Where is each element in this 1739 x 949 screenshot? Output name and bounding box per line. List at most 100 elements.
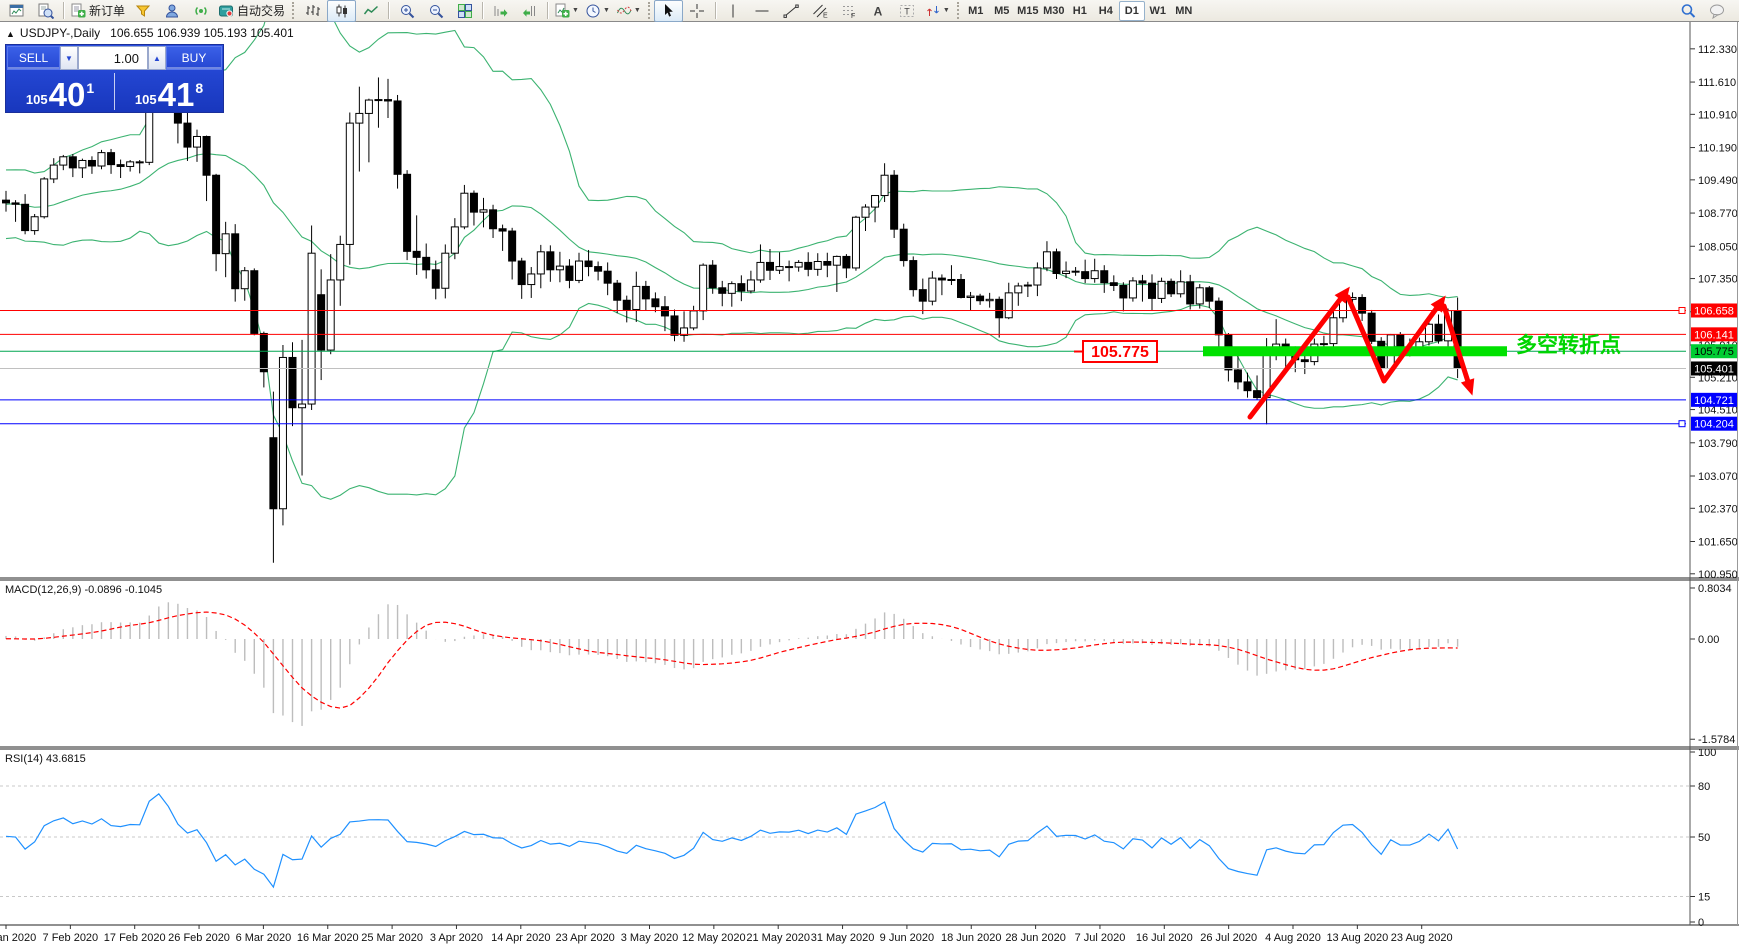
- zoom-in-button[interactable]: [392, 0, 421, 22]
- buy-button[interactable]: BUY: [166, 46, 222, 70]
- vertical-line-button[interactable]: [719, 0, 748, 22]
- trend-line-icon: [783, 4, 800, 18]
- indicators-button[interactable]: ▼: [613, 0, 644, 22]
- toolbar-drag-handle[interactable]: [647, 2, 650, 19]
- toolbar-drag-handle[interactable]: [292, 2, 295, 19]
- news-signal-button[interactable]: [186, 0, 215, 22]
- candle-body: [183, 122, 192, 148]
- buy-price[interactable]: 105 41 8: [115, 71, 223, 112]
- fibonacci-button[interactable]: F: [835, 0, 864, 22]
- volume-input[interactable]: [78, 46, 148, 70]
- candle-body: [937, 277, 946, 281]
- equidistant-channel-button[interactable]: E: [806, 0, 835, 22]
- timeframe-h1-button[interactable]: H1: [1072, 4, 1087, 17]
- arrows-button[interactable]: ▼: [922, 0, 953, 22]
- price-tick-label: 102.370: [1698, 503, 1738, 515]
- toolbar-separator: [547, 2, 549, 19]
- macd-axis-label: 0.00: [1698, 634, 1719, 646]
- date-tick-label: 28 Jun 2020: [1005, 932, 1066, 944]
- candlestick-chart-button[interactable]: [327, 0, 357, 22]
- price-tick-label: 104.510: [1698, 405, 1738, 417]
- chart-shift-button[interactable]: [515, 0, 544, 22]
- candle-body: [527, 273, 536, 286]
- candle-body: [555, 265, 564, 271]
- one-click-trade-panel: SELL ▼ ▲ BUY 105 40 1 105 41 8: [5, 44, 224, 113]
- market-watch-button[interactable]: [31, 0, 60, 22]
- timeframe-m30-button[interactable]: M30: [1043, 4, 1065, 17]
- candle-body: [422, 256, 431, 271]
- timeframe-h4-button[interactable]: H4: [1098, 4, 1113, 17]
- period-button[interactable]: ▼: [582, 0, 613, 22]
- svg-text:105.401: 105.401: [1694, 363, 1734, 375]
- equidistant-channel-icon: E: [813, 4, 828, 19]
- volume-increase-button[interactable]: ▲: [148, 46, 166, 70]
- auto-scroll-button[interactable]: [486, 0, 515, 22]
- history-center-icon: [135, 5, 150, 17]
- candle-body: [97, 152, 106, 167]
- sell-button[interactable]: SELL: [7, 46, 60, 70]
- search-icon: [1681, 3, 1695, 18]
- zoom-out-icon: [429, 4, 443, 18]
- candle-body: [1253, 390, 1262, 399]
- candle-body: [718, 287, 727, 294]
- timeframe-w1-button[interactable]: W1: [1149, 4, 1167, 17]
- candle-body: [594, 266, 603, 272]
- pivot-annotation-text[interactable]: 多空转折点: [1516, 333, 1621, 357]
- metaeditor-button[interactable]: [157, 0, 186, 22]
- candle-body: [441, 252, 450, 289]
- trend-line-button[interactable]: [777, 0, 806, 22]
- candle-body: [880, 174, 889, 197]
- candle-body: [890, 174, 899, 230]
- sell-price-point: 1: [86, 80, 95, 96]
- sell-price[interactable]: 105 40 1: [6, 71, 114, 112]
- candle-body: [489, 209, 498, 230]
- history-center-button[interactable]: [128, 0, 157, 22]
- toolbar-drag-handle[interactable]: [956, 2, 959, 19]
- text-label-icon: T: [900, 4, 915, 17]
- chart-canvas[interactable]: 105.775 多空转折点 112.330 111.610 110.910 110.190…: [0, 22, 1739, 949]
- horizontal-line-button[interactable]: [748, 0, 777, 22]
- candle-body: [288, 356, 297, 409]
- line-chart-button[interactable]: [356, 0, 385, 22]
- timeframe-m5-button[interactable]: M5: [994, 4, 1010, 17]
- svg-text:104.204: 104.204: [1694, 419, 1734, 431]
- candle-body: [469, 192, 478, 213]
- timeframe-d1-button[interactable]: D1: [1118, 0, 1145, 21]
- autotrading-button[interactable]: 自动交易: [215, 0, 288, 22]
- timeframe-m15-button[interactable]: M15: [1017, 4, 1039, 17]
- collapse-panel-icon[interactable]: ▲: [6, 29, 15, 39]
- candle-body: [804, 261, 813, 270]
- price-label-104.204: 104.204: [1691, 416, 1737, 431]
- macd-axis-label: -1.5784: [1698, 734, 1735, 746]
- candle-body: [1148, 282, 1156, 299]
- price-note[interactable]: 105.775: [1074, 340, 1158, 363]
- candle-body: [1300, 359, 1309, 363]
- volume-decrease-button[interactable]: ▼: [60, 46, 78, 70]
- chart-area[interactable]: 105.775 多空转折点 112.330 111.610 110.910 110.190…: [0, 22, 1739, 949]
- cursor-button[interactable]: [653, 0, 683, 22]
- bar-chart-icon: [305, 4, 320, 16]
- search-button[interactable]: [1673, 0, 1702, 22]
- buy-price-figure: 105: [134, 92, 157, 107]
- new-chart-button[interactable]: ▼: [551, 0, 582, 22]
- dropdown-arrow-icon: ▼: [572, 7, 579, 14]
- text-button[interactable]: A: [864, 0, 893, 22]
- zoom-out-button[interactable]: [421, 0, 450, 22]
- trend-arrows[interactable]: [1247, 286, 1475, 420]
- macd-indicator-label: MACD(12,26,9) -0.0896 -0.1045: [5, 584, 162, 596]
- chat-button[interactable]: [1702, 0, 1731, 22]
- candle-body: [317, 294, 326, 351]
- bar-chart-button[interactable]: [298, 0, 327, 22]
- crosshair-button[interactable]: [683, 0, 712, 22]
- timeframe-mn-button[interactable]: MN: [1175, 4, 1193, 17]
- svg-text:105.775: 105.775: [1694, 346, 1734, 358]
- price-label-106.141: 106.141: [1691, 327, 1737, 342]
- tile-windows-button[interactable]: [450, 0, 479, 22]
- text-label-button[interactable]: T: [893, 0, 922, 22]
- candle-body: [851, 216, 860, 269]
- new-order-button[interactable]: 新订单: [67, 0, 128, 22]
- chart-window-button[interactable]: [2, 0, 31, 22]
- timeframe-m1-button[interactable]: M1: [968, 4, 984, 17]
- candle-body: [1004, 292, 1013, 319]
